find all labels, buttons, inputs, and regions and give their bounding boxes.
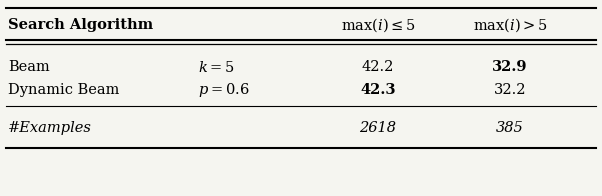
Text: $p = 0.6$: $p = 0.6$ — [198, 81, 249, 99]
Text: max$(i) \leq 5$: max$(i) \leq 5$ — [341, 16, 415, 34]
Text: Dynamic Beam: Dynamic Beam — [8, 83, 119, 97]
Text: #Examples: #Examples — [8, 121, 92, 135]
Text: 42.2: 42.2 — [362, 60, 394, 74]
Text: Beam: Beam — [8, 60, 50, 74]
Text: max$(i) > 5$: max$(i) > 5$ — [473, 16, 547, 34]
Text: Search Algorithm: Search Algorithm — [8, 18, 153, 32]
Text: 32.9: 32.9 — [492, 60, 528, 74]
Text: 42.3: 42.3 — [360, 83, 396, 97]
Text: 32.2: 32.2 — [494, 83, 526, 97]
Text: 385: 385 — [496, 121, 524, 135]
Text: $k = 5$: $k = 5$ — [198, 60, 235, 74]
Text: 2618: 2618 — [359, 121, 397, 135]
